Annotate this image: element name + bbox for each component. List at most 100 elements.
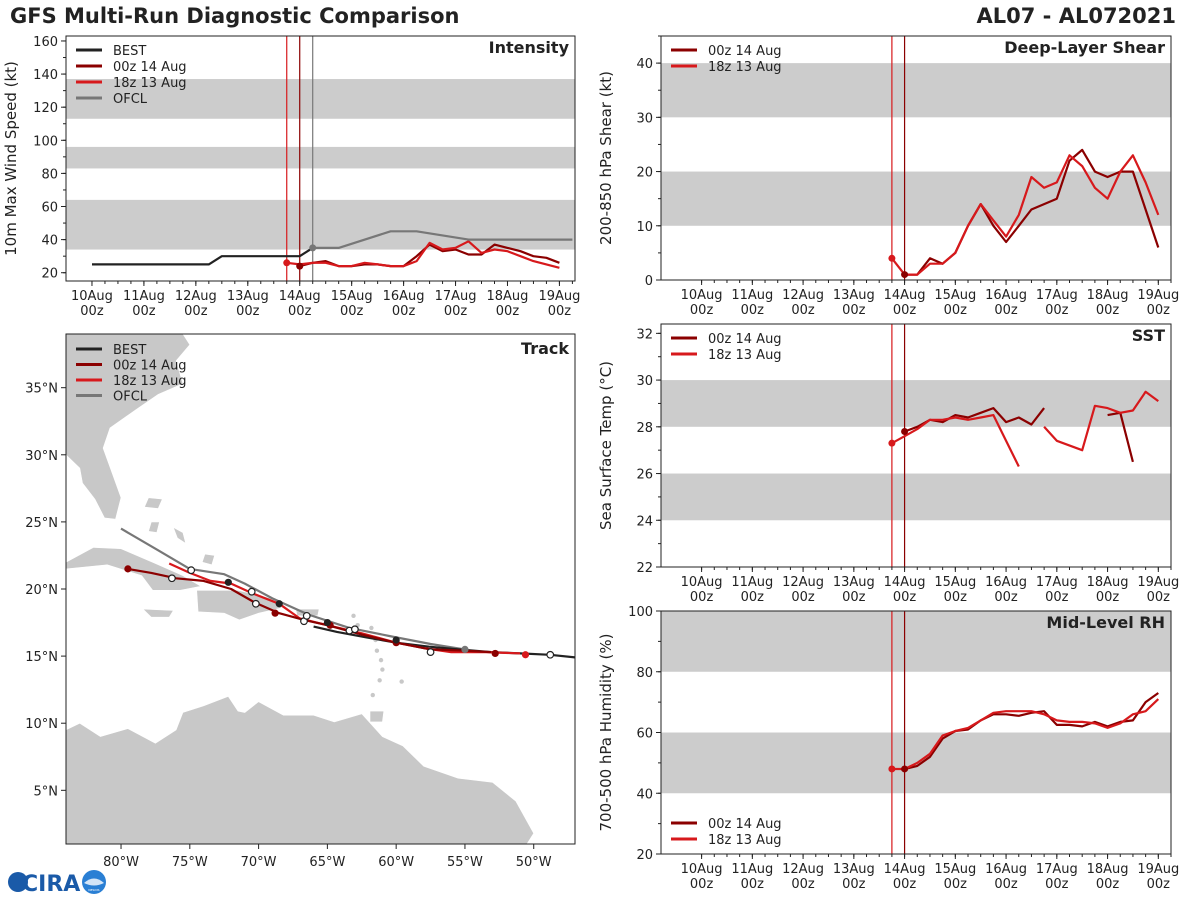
legend-label: 00z 14 Aug xyxy=(708,44,782,59)
x-tick-label: 19Aug xyxy=(1137,288,1179,303)
panel-title: Intensity xyxy=(489,38,570,57)
series-marker xyxy=(296,262,304,270)
x-tick-label: 00z xyxy=(288,304,312,319)
track-marker xyxy=(392,636,400,644)
x-tick-label: 00z xyxy=(80,304,104,319)
x-tick-label: 19Aug xyxy=(538,289,580,304)
panel-track: 80°W 75°W 70°W 65°W 60°W 55°W 50°W 5°N 10°N 15°N 2… xyxy=(25,333,576,870)
lon-tick-label: 55°W xyxy=(447,855,483,870)
x-tick-label: 00z xyxy=(132,304,156,319)
lat-tick-label: 5°N xyxy=(34,784,59,799)
x-tick-label: 15Aug xyxy=(331,289,373,304)
y-tick-label: 80 xyxy=(41,167,58,182)
y-tick-label: 22 xyxy=(636,561,653,576)
x-tick-label: 13Aug xyxy=(833,862,875,877)
south-america-land xyxy=(66,696,535,844)
x-tick-label: 14Aug xyxy=(884,862,926,877)
bahamas-land xyxy=(201,553,215,566)
legend-label: 18z 13 Aug xyxy=(113,76,187,91)
x-tick-label: 11Aug xyxy=(731,862,773,877)
shaded-band xyxy=(661,611,1171,672)
legend-label: 18z 13 Aug xyxy=(113,374,187,389)
bahamas-land xyxy=(148,521,160,533)
x-tick-label: 00z xyxy=(791,303,815,318)
x-tick-label: 00z xyxy=(944,877,968,892)
x-tick-label: 00z xyxy=(893,877,917,892)
x-tick-label: 12Aug xyxy=(175,289,217,304)
x-tick-label: 11Aug xyxy=(123,289,165,304)
y-tick-label: 120 xyxy=(33,101,58,116)
series-line xyxy=(891,414,1020,467)
x-tick-label: 00z xyxy=(1096,590,1120,605)
legend-label: OFCL xyxy=(113,92,148,107)
x-tick-label: 00z xyxy=(392,304,416,319)
track-marker xyxy=(124,565,132,573)
track-open-marker xyxy=(546,650,555,659)
trinidad-land xyxy=(369,710,385,723)
panel-sst: 22242628303210Aug00z11Aug00z12Aug00z13Au… xyxy=(597,323,1179,605)
plot-area xyxy=(66,36,575,281)
plot-frame xyxy=(660,35,1172,281)
x-tick-label: 16Aug xyxy=(985,575,1027,590)
x-tick-label: 00z xyxy=(944,303,968,318)
legend-label: 18z 13 Aug xyxy=(708,60,782,75)
legend-label: 00z 14 Aug xyxy=(113,60,187,75)
lon-tick-label: 65°W xyxy=(309,855,345,870)
lon-tick-label: 60°W xyxy=(378,855,414,870)
track-marker xyxy=(521,651,530,659)
x-tick-label: 10Aug xyxy=(681,862,723,877)
shaded-band xyxy=(661,380,1171,427)
x-tick-label: 10Aug xyxy=(71,289,113,304)
y-tick-label: 26 xyxy=(636,468,653,483)
x-tick-label: 12Aug xyxy=(782,575,824,590)
y-axis-label: 10m Max Wind Speed (kt) xyxy=(2,61,20,256)
seal-wave-icon xyxy=(84,878,104,886)
island-land xyxy=(351,613,356,619)
lat-tick-label: 30°N xyxy=(25,449,58,464)
legend-label: 00z 14 Aug xyxy=(708,332,782,347)
track-marker xyxy=(323,618,331,627)
track-line xyxy=(120,527,466,651)
x-tick-label: 18Aug xyxy=(1087,575,1129,590)
lat-tick-label: 20°N xyxy=(25,583,58,598)
shaded-band xyxy=(661,171,1171,226)
lon-tick-label: 75°W xyxy=(172,855,208,870)
track-open-marker xyxy=(426,648,435,656)
plot-area xyxy=(661,324,1171,567)
x-tick-label: 19Aug xyxy=(1137,862,1179,877)
x-tick-label: 18Aug xyxy=(487,289,529,304)
series-line xyxy=(891,698,1160,771)
x-tick-label: 00z xyxy=(184,304,208,319)
logo-globe-icon xyxy=(8,872,28,892)
series-line xyxy=(286,240,560,269)
y-tick-label: 20 xyxy=(636,166,653,181)
series-marker xyxy=(888,765,896,773)
x-tick-label: 00z xyxy=(893,303,917,318)
track-open-marker xyxy=(251,599,260,608)
y-tick-label: 160 xyxy=(33,35,58,50)
lon-tick-label: 70°W xyxy=(241,855,277,870)
legend-label: OFCL xyxy=(113,390,148,405)
track-open-marker xyxy=(247,587,256,596)
x-tick-label: 00z xyxy=(1147,590,1171,605)
shaded-band xyxy=(661,473,1171,521)
lat-tick-label: 10°N xyxy=(25,717,58,732)
x-tick-label: 00z xyxy=(741,590,765,605)
y-tick-label: 28 xyxy=(636,421,653,436)
x-tick-label: 00z xyxy=(496,304,520,319)
x-tick-label: 10Aug xyxy=(681,288,723,303)
plot-area xyxy=(661,36,1171,280)
x-tick-label: 00z xyxy=(1096,877,1120,892)
series-marker xyxy=(309,244,317,252)
y-tick-label: 40 xyxy=(636,787,653,802)
y-tick-label: 100 xyxy=(628,605,653,620)
track-marker xyxy=(224,578,232,586)
x-tick-label: 14Aug xyxy=(884,288,926,303)
x-tick-label: 12Aug xyxy=(782,862,824,877)
x-tick-label: 18Aug xyxy=(1087,862,1129,877)
island-land xyxy=(377,678,382,683)
panel-title: Deep-Layer Shear xyxy=(1004,38,1165,57)
x-tick-label: 17Aug xyxy=(435,289,477,304)
x-tick-label: 00z xyxy=(741,303,765,318)
plot-area xyxy=(661,611,1171,854)
